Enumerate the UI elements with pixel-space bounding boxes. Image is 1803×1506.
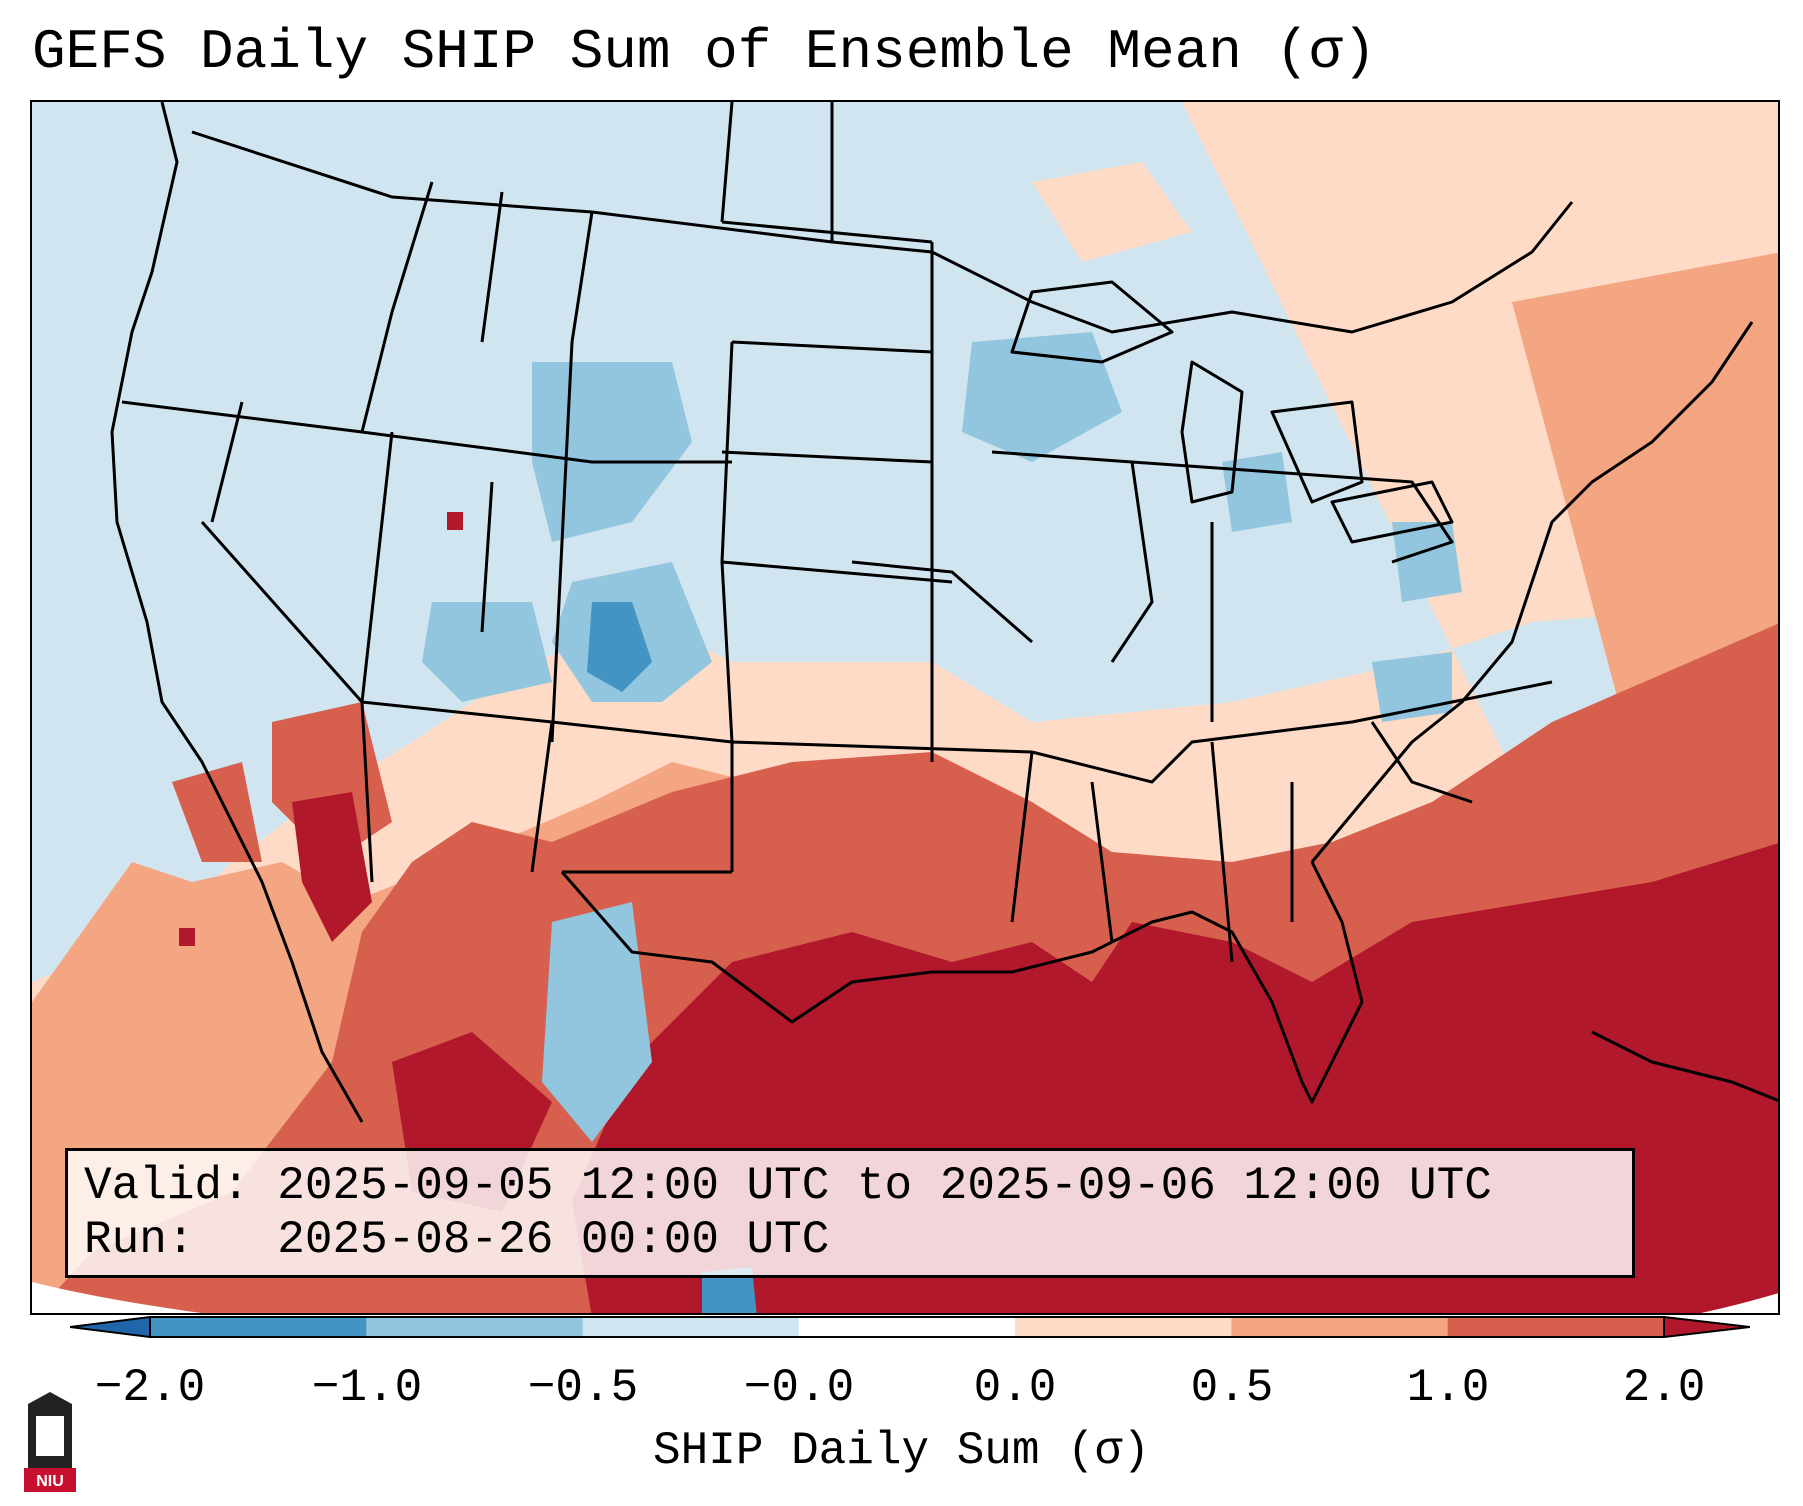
colorbar-extend-low [70, 1316, 151, 1339]
colorbar-outline [149, 1316, 1665, 1338]
colorbar-tick-label: −2.0 [94, 1362, 206, 1414]
political-boundaries [110, 102, 1778, 1123]
colorbar-extend-high [1663, 1316, 1750, 1339]
colorbar-tick-label: 1.0 [1406, 1362, 1490, 1414]
run-label: Run: [84, 1214, 195, 1266]
colorbar-label: SHIP Daily Sum (σ) [653, 1425, 1150, 1477]
colorbar-tick-label: 2.0 [1622, 1362, 1706, 1414]
map-panel[interactable] [30, 100, 1780, 1315]
gulf-coast [560, 861, 1364, 1104]
us-coastline-west [110, 102, 364, 1123]
colorbar-tick-label: −0.0 [743, 1362, 855, 1414]
valid-time: 2025-09-05 12:00 UTC to 2025-09-06 12:00… [277, 1160, 1492, 1212]
colorbar-bin [150, 1317, 367, 1337]
colorbar-bin [1231, 1317, 1449, 1337]
niu-logo: NIU [24, 1392, 76, 1492]
colorbar-bin [1015, 1317, 1232, 1337]
colorbar-tick-label: −1.0 [311, 1362, 423, 1414]
field-shading [32, 102, 1778, 1313]
great-lakes [1010, 280, 1454, 544]
page-title: GEFS Daily SHIP Sum of Ensemble Mean (σ) [32, 20, 1377, 84]
anomaly-cell [179, 928, 195, 946]
logo-text: NIU [36, 1473, 64, 1490]
colorbar-tick-label: 0.5 [1190, 1362, 1274, 1414]
logo-window [36, 1416, 64, 1456]
map-canvas [32, 102, 1778, 1313]
run-time: 2025-08-26 00:00 UTC [277, 1214, 830, 1266]
cuba-coast [1591, 1030, 1778, 1103]
anomaly-region-negative-strong [587, 602, 757, 1313]
colorbar-bin [366, 1317, 584, 1337]
colorbar-bin [582, 1317, 800, 1337]
colorbar-bin [1447, 1317, 1665, 1337]
valid-label: Valid: [84, 1160, 250, 1212]
colorbar-bin [798, 1317, 1016, 1337]
logo-banner [24, 1468, 76, 1492]
colorbar-tick-label: −0.5 [527, 1362, 639, 1414]
anomaly-cell [447, 512, 463, 530]
east-coast [1310, 321, 1754, 863]
us-canada-border [191, 130, 1574, 334]
colorbar [70, 1316, 1750, 1339]
state-borders [121, 102, 1553, 963]
colorbar-tick-label: 0.0 [973, 1362, 1057, 1414]
valid-run-info-box: Valid: 2025-09-05 12:00 UTC to 2025-09-0… [65, 1148, 1635, 1278]
